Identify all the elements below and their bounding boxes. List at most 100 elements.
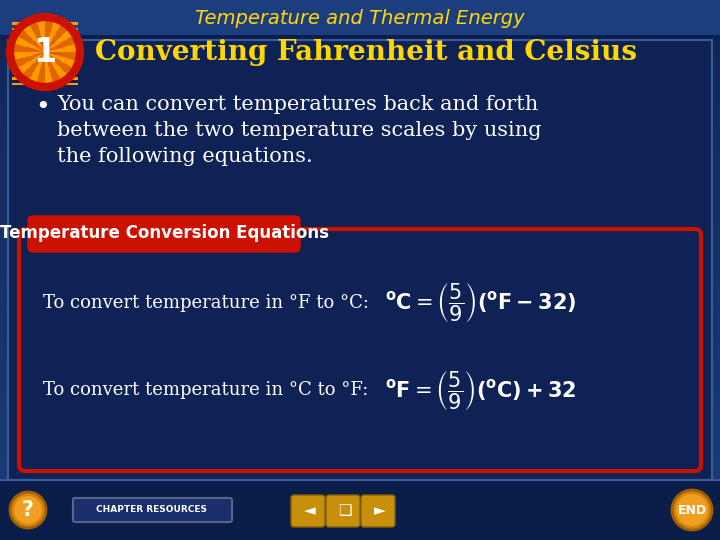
Bar bbox=[0, 245, 720, 246]
Bar bbox=[0, 517, 720, 518]
Bar bbox=[0, 151, 720, 152]
Bar bbox=[0, 484, 720, 485]
Bar bbox=[0, 131, 720, 132]
Bar bbox=[0, 287, 720, 288]
Wedge shape bbox=[45, 52, 62, 85]
Bar bbox=[0, 231, 720, 232]
Bar bbox=[0, 90, 720, 91]
Bar bbox=[0, 113, 720, 114]
Bar bbox=[0, 97, 720, 98]
Bar bbox=[0, 253, 720, 254]
Bar bbox=[0, 0, 720, 35]
Bar bbox=[0, 350, 720, 351]
Bar bbox=[0, 508, 720, 509]
Text: 1: 1 bbox=[33, 36, 57, 69]
Text: •: • bbox=[35, 95, 50, 119]
Bar bbox=[0, 249, 720, 250]
Bar bbox=[0, 509, 720, 510]
Bar bbox=[0, 498, 720, 499]
Bar bbox=[0, 495, 720, 496]
Bar bbox=[0, 108, 720, 109]
Bar bbox=[0, 116, 720, 117]
Wedge shape bbox=[11, 43, 45, 52]
Bar bbox=[0, 390, 720, 391]
Bar bbox=[0, 281, 720, 282]
Bar bbox=[0, 524, 720, 525]
Bar bbox=[0, 397, 720, 398]
Bar bbox=[0, 305, 720, 306]
Bar bbox=[0, 364, 720, 365]
Bar bbox=[0, 94, 720, 95]
Bar bbox=[0, 324, 720, 325]
Bar bbox=[0, 115, 720, 116]
Bar bbox=[0, 437, 720, 438]
Bar bbox=[0, 293, 720, 294]
Bar bbox=[0, 354, 720, 355]
Bar bbox=[0, 503, 720, 504]
Bar bbox=[0, 429, 720, 430]
Bar bbox=[0, 107, 720, 108]
Bar bbox=[0, 420, 720, 421]
Bar bbox=[0, 352, 720, 353]
Bar bbox=[0, 57, 720, 58]
Bar bbox=[0, 176, 720, 177]
Bar bbox=[0, 379, 720, 380]
Bar bbox=[0, 149, 720, 150]
Bar bbox=[0, 465, 720, 466]
Bar bbox=[0, 71, 720, 72]
Wedge shape bbox=[21, 52, 45, 82]
Bar bbox=[0, 227, 720, 228]
Bar bbox=[0, 240, 720, 241]
Bar bbox=[0, 25, 720, 26]
Bar bbox=[0, 65, 720, 66]
Bar bbox=[0, 123, 720, 124]
Bar bbox=[0, 2, 720, 3]
Bar bbox=[0, 490, 720, 491]
Bar bbox=[0, 431, 720, 432]
Bar bbox=[0, 215, 720, 216]
Bar bbox=[0, 298, 720, 299]
Bar bbox=[0, 233, 720, 234]
Bar bbox=[0, 294, 720, 295]
Bar bbox=[0, 181, 720, 182]
Bar bbox=[0, 371, 720, 372]
Bar bbox=[0, 345, 720, 346]
Bar bbox=[0, 326, 720, 327]
Bar bbox=[0, 166, 720, 167]
Bar bbox=[0, 440, 720, 441]
Bar bbox=[0, 184, 720, 185]
Bar bbox=[0, 164, 720, 165]
Bar bbox=[0, 248, 720, 249]
Bar bbox=[0, 196, 720, 197]
Bar bbox=[0, 346, 720, 347]
Bar bbox=[0, 410, 720, 411]
Bar bbox=[0, 301, 720, 302]
Bar bbox=[0, 41, 720, 42]
Bar bbox=[0, 333, 720, 334]
FancyBboxPatch shape bbox=[291, 495, 325, 527]
Bar bbox=[0, 197, 720, 198]
Bar bbox=[0, 436, 720, 437]
Bar bbox=[0, 155, 720, 156]
Bar bbox=[0, 230, 720, 231]
Bar bbox=[0, 188, 720, 189]
Bar bbox=[0, 135, 720, 136]
Bar bbox=[0, 532, 720, 533]
Text: Converting Fahrenheit and Celsius: Converting Fahrenheit and Celsius bbox=[95, 38, 637, 65]
Bar bbox=[0, 209, 720, 210]
Bar bbox=[0, 56, 720, 57]
Bar bbox=[0, 496, 720, 497]
Bar bbox=[0, 66, 720, 67]
Bar bbox=[0, 310, 720, 311]
Bar bbox=[0, 218, 720, 219]
Bar bbox=[0, 505, 720, 506]
Bar bbox=[0, 144, 720, 145]
FancyBboxPatch shape bbox=[361, 495, 395, 527]
Bar bbox=[12, 33, 78, 36]
Bar bbox=[0, 427, 720, 428]
Bar bbox=[0, 357, 720, 358]
Bar bbox=[0, 252, 720, 253]
Bar bbox=[0, 337, 720, 338]
Text: $\mathbf{{}^oF} = \left(\dfrac{5}{9}\right)\mathbf{({}^oC) + 32}$: $\mathbf{{}^oF} = \left(\dfrac{5}{9}\rig… bbox=[385, 368, 576, 411]
Bar bbox=[0, 193, 720, 194]
